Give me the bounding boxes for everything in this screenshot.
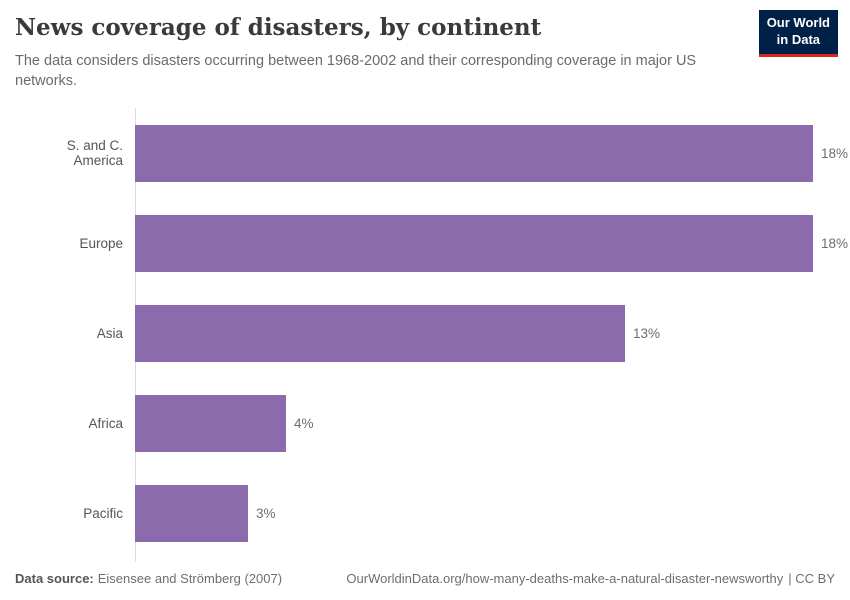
- value-label: 3%: [256, 505, 276, 521]
- value-label: 13%: [633, 325, 661, 341]
- chart-subtitle: The data considers disasters occurring b…: [15, 52, 697, 90]
- category-label: Pacific: [83, 505, 123, 521]
- owid-url-link[interactable]: OurWorldinData.org/how-many-deaths-make-…: [346, 571, 784, 586]
- bar[interactable]: [135, 304, 625, 362]
- bar-area: 13%: [135, 304, 835, 362]
- bar-area: 4%: [135, 394, 835, 452]
- value-label: 18%: [821, 145, 849, 161]
- owid-logo[interactable]: Our World in Data: [758, 10, 838, 57]
- chart-rows: S. and C. America 18% Europe 18% Asia 13% Afri…: [15, 108, 848, 558]
- category-label: Africa: [88, 415, 123, 431]
- value-label: 18%: [821, 235, 849, 251]
- bar-chart: S. and C. America 18% Europe 18% Asia 13% Afri…: [15, 108, 848, 563]
- bar[interactable]: [135, 214, 813, 272]
- chart-row: Pacific 3%: [15, 468, 835, 558]
- owid-logo-line1: Our World: [766, 15, 830, 30]
- license-link[interactable]: | CC BY: [788, 571, 835, 586]
- data-source-label: Data source:: [15, 571, 94, 586]
- category-label: S. and C. America: [66, 138, 123, 169]
- bar[interactable]: [135, 124, 813, 182]
- chart-row: S. and C. America 18%: [15, 108, 848, 198]
- data-source: Data source: Eisensee and Strömberg (2007…: [15, 571, 282, 586]
- chart-footer: Data source: Eisensee and Strömberg (2007…: [15, 571, 835, 586]
- bar-area: 18%: [135, 214, 848, 272]
- chart-title: News coverage of disasters, by continent: [15, 14, 542, 41]
- owid-logo-line2: in Data: [776, 31, 821, 47]
- bar[interactable]: [135, 484, 248, 542]
- data-source-value: Eisensee and Strömberg (2007): [97, 571, 283, 586]
- bar[interactable]: [135, 394, 286, 452]
- chart-row: Europe 18%: [15, 198, 848, 288]
- bar-area: 18%: [135, 124, 848, 182]
- attribution: OurWorldinData.org/how-many-deaths-make-…: [346, 571, 835, 586]
- value-label: 4%: [294, 415, 314, 431]
- bar-area: 3%: [135, 484, 835, 542]
- category-label: Asia: [96, 325, 123, 341]
- category-label: Europe: [79, 235, 123, 251]
- chart-row: Africa 4%: [15, 378, 835, 468]
- chart-row: Asia 13%: [15, 288, 835, 378]
